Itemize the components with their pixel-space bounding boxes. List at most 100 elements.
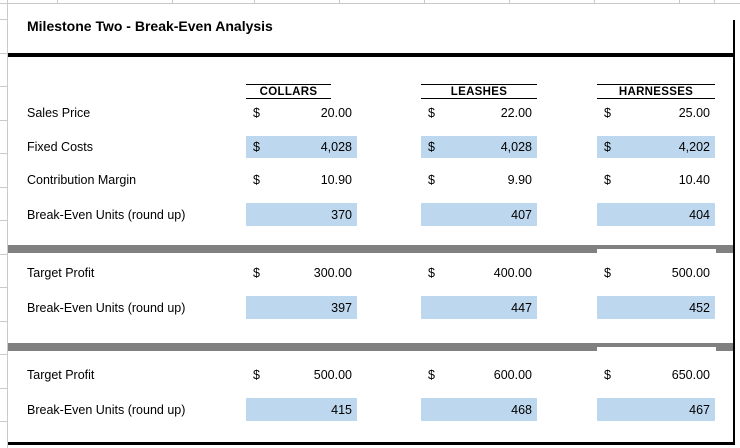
- row-tick: [0, 354, 7, 355]
- row-label[interactable]: Sales Price: [27, 105, 91, 120]
- cell-collars[interactable]: 415: [246, 398, 357, 421]
- cell-value: 22.00: [500, 105, 532, 120]
- currency-symbol: $: [428, 172, 435, 187]
- currency-symbol: $: [604, 265, 611, 280]
- cell-leashes[interactable]: 407: [421, 203, 537, 226]
- row-tick: [0, 53, 7, 54]
- currency-symbol: $: [253, 367, 260, 382]
- cell-harnesses[interactable]: 467: [597, 398, 715, 421]
- column-tick: [254, 0, 255, 3]
- cell-value: 4,028: [500, 140, 532, 154]
- divider-notch: [597, 249, 716, 253]
- sheet-title[interactable]: Milestone Two - Break-Even Analysis: [27, 18, 273, 34]
- cell-value: 500.00: [313, 367, 352, 382]
- column-tick: [172, 0, 173, 3]
- cell-value: 4,028: [320, 140, 352, 154]
- cell-collars[interactable]: 370: [246, 203, 357, 226]
- cell-value: 415: [331, 402, 352, 417]
- table-row-target-profit-2: Target Profit $ 500.00 $ 600.00 $ 650.00: [0, 367, 740, 382]
- cell-value: 600.00: [493, 367, 532, 382]
- section-divider: [8, 343, 734, 351]
- row-tick: [0, 19, 7, 20]
- row-tick: [0, 287, 7, 288]
- column-tick: [424, 0, 425, 3]
- row-label[interactable]: Contribution Margin: [27, 172, 137, 187]
- cell-harnesses[interactable]: $ 500.00: [597, 265, 715, 280]
- currency-symbol: $: [253, 265, 260, 280]
- currency-symbol: $: [428, 367, 435, 382]
- row-tick: [0, 120, 7, 121]
- cell-collars[interactable]: $ 300.00: [246, 265, 357, 280]
- row-label[interactable]: Target Profit: [27, 265, 95, 280]
- cell-value: 404: [689, 207, 710, 222]
- section-divider: [8, 245, 734, 253]
- cell-value: 4,202: [678, 140, 710, 154]
- cell-leashes[interactable]: 468: [421, 398, 537, 421]
- cell-value: 9.90: [507, 172, 532, 187]
- page-border-right: [733, 20, 735, 445]
- currency-symbol: $: [604, 140, 611, 154]
- cell-harnesses[interactable]: 404: [597, 203, 715, 226]
- cell-leashes[interactable]: $ 600.00: [421, 367, 537, 382]
- table-row-break-even-units-2: Break-Even Units (round up) 397 447 452: [0, 296, 740, 319]
- row-tick: [0, 421, 7, 422]
- column-tick: [679, 0, 680, 3]
- row-label[interactable]: Break-Even Units (round up): [27, 207, 186, 222]
- cell-harnesses[interactable]: 452: [597, 296, 715, 319]
- cell-collars[interactable]: $ 4,028: [246, 136, 357, 158]
- row-tick: [0, 220, 7, 221]
- divider-notch: [597, 347, 716, 351]
- cell-leashes[interactable]: $ 22.00: [421, 105, 537, 120]
- cell-collars[interactable]: 397: [246, 296, 357, 319]
- row-tick: [0, 86, 7, 87]
- cell-harnesses[interactable]: $ 650.00: [597, 367, 715, 382]
- cell-value: 300.00: [313, 265, 352, 280]
- cell-value: 370: [331, 207, 352, 222]
- cell-leashes[interactable]: $ 9.90: [421, 172, 537, 187]
- currency-symbol: $: [604, 172, 611, 187]
- cell-value: 447: [511, 300, 532, 315]
- cell-leashes[interactable]: $ 400.00: [421, 265, 537, 280]
- column-tick: [57, 0, 58, 3]
- currency-symbol: $: [253, 105, 260, 120]
- currency-symbol: $: [604, 105, 611, 120]
- cell-collars[interactable]: $ 10.90: [246, 172, 357, 187]
- column-header-leashes[interactable]: LEASHES: [421, 84, 537, 99]
- cell-value: 397: [331, 300, 352, 315]
- row-label[interactable]: Break-Even Units (round up): [27, 402, 186, 417]
- cell-harnesses[interactable]: $ 10.40: [597, 172, 715, 187]
- column-header-collars[interactable]: COLLARS: [246, 84, 331, 99]
- column-tick: [339, 0, 340, 3]
- currency-symbol: $: [253, 172, 260, 187]
- cell-value: 10.90: [320, 172, 352, 187]
- table-row-sales-price: Sales Price $ 20.00 $ 22.00 $ 25.00: [0, 105, 740, 120]
- column-tick: [714, 0, 715, 3]
- table-row-target-profit-1: Target Profit $ 300.00 $ 400.00 $ 500.00: [0, 265, 740, 280]
- row-label[interactable]: Break-Even Units (round up): [27, 300, 186, 315]
- table-row-contribution-margin: Contribution Margin $ 10.90 $ 9.90 $ 10.…: [0, 172, 740, 187]
- cell-value: 452: [689, 300, 710, 315]
- column-tick: [594, 0, 595, 3]
- cell-leashes[interactable]: 447: [421, 296, 537, 319]
- cell-value: 407: [511, 207, 532, 222]
- row-label[interactable]: Fixed Costs: [27, 140, 93, 154]
- table-row-fixed-costs: Fixed Costs $ 4,028 $ 4,028 $ 4,202: [0, 136, 740, 158]
- column-header-harnesses[interactable]: HARNESSES: [597, 84, 715, 99]
- title-underline: [8, 53, 735, 57]
- row-tick: [0, 321, 7, 322]
- table-row-break-even-units-1: Break-Even Units (round up) 370 407 404: [0, 203, 740, 226]
- cell-leashes[interactable]: $ 4,028: [421, 136, 537, 158]
- row-label[interactable]: Target Profit: [27, 367, 95, 382]
- cell-collars[interactable]: $ 20.00: [246, 105, 357, 120]
- currency-symbol: $: [253, 140, 260, 154]
- currency-symbol: $: [604, 367, 611, 382]
- cell-harnesses[interactable]: $ 25.00: [597, 105, 715, 120]
- row-tick: [0, 187, 7, 188]
- cell-harnesses[interactable]: $ 4,202: [597, 136, 715, 158]
- row-tick: [0, 388, 7, 389]
- cell-collars[interactable]: $ 500.00: [246, 367, 357, 382]
- cell-value: 500.00: [671, 265, 710, 280]
- currency-symbol: $: [428, 265, 435, 280]
- cell-value: 400.00: [493, 265, 532, 280]
